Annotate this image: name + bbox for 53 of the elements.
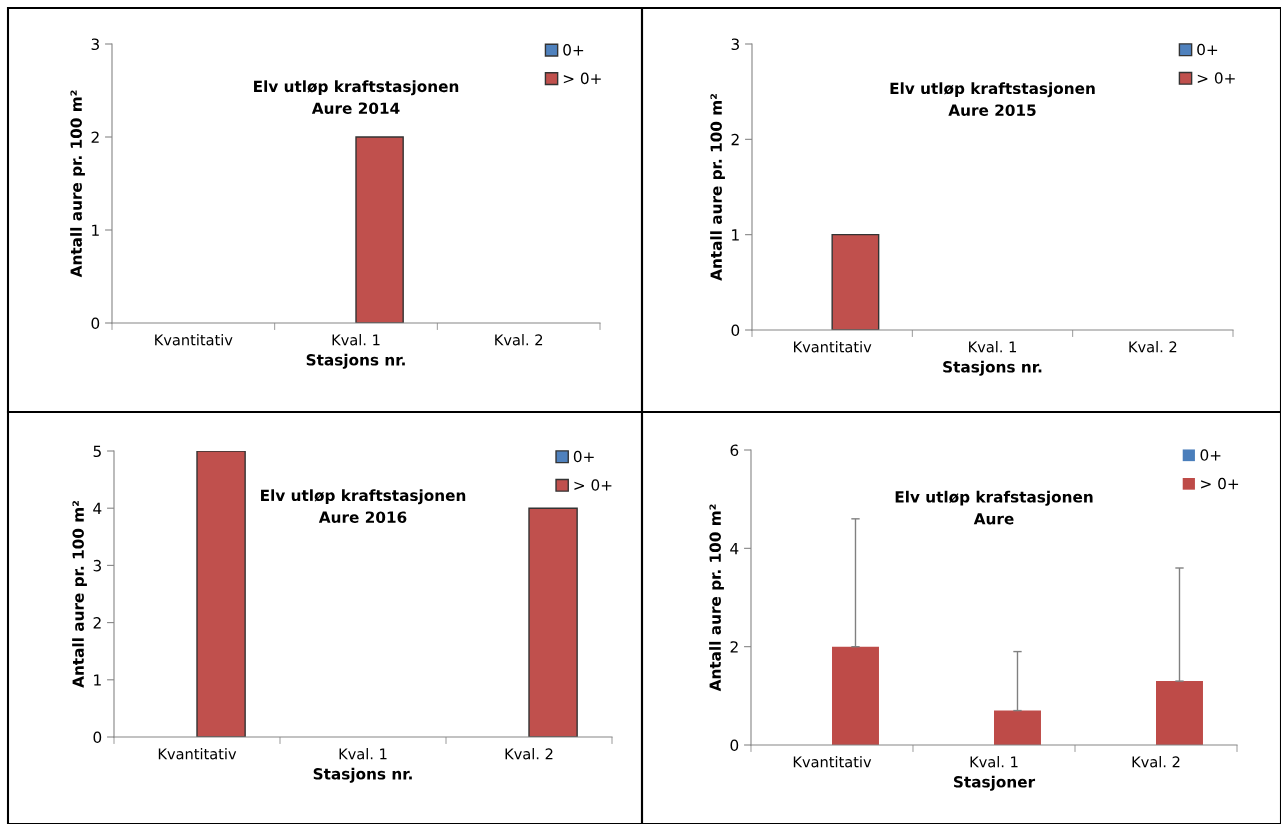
x-axis-title: Stasjons nr. (306, 353, 405, 369)
y-axis-title: Antall aure pr. 100 m² (70, 90, 85, 278)
x-tick-label: Kval. 2 (1132, 756, 1180, 768)
x-tick-label: Kval. 2 (495, 334, 543, 346)
bar (1156, 681, 1203, 745)
text: Elv utløp kraftstasjonen Aure 2014 (254, 80, 459, 114)
x-axis-title: Stasjons nr. (313, 767, 412, 783)
x-tick-label: Kval. 2 (505, 748, 553, 760)
y-tick-label: 0 (731, 324, 740, 337)
x-tick-label: Kvantitativ (794, 341, 872, 353)
y-tick-label: 2 (91, 131, 99, 143)
legend-label: > 0+ (574, 479, 612, 491)
y-tick-label: 2 (730, 641, 738, 653)
y-tick-label: 0 (91, 317, 100, 330)
x-tick-label: Kvantitativ (155, 334, 233, 346)
y-tick-label: 0 (730, 739, 739, 752)
y-tick-label: 3 (93, 559, 101, 572)
bar (994, 710, 1041, 745)
x-tick-label: Kval. 1 (970, 756, 1018, 768)
y-tick-label: 5 (93, 445, 101, 458)
y-tick-label: 3 (731, 38, 739, 51)
y-tick-label: 0 (93, 731, 102, 744)
y-axis-title: Antall aure pr. 100 m² (709, 504, 724, 692)
y-axis-title: Antall aure pr. 100 m² (710, 93, 725, 281)
bar (832, 646, 879, 745)
text: Elv utløp kraftstasjonen Aure 2016 (261, 489, 466, 523)
y-tick-label: 1 (94, 674, 101, 686)
x-tick-label: Kval. 2 (1129, 341, 1177, 353)
y-tick-label: 6 (730, 444, 739, 457)
y-tick-label: 2 (93, 617, 101, 629)
x-axis-title: Stasjoner (953, 775, 1036, 791)
legend-label: > 0+ (1197, 72, 1235, 84)
legend-label: 0+ (573, 450, 594, 463)
y-tick-label: 3 (91, 38, 99, 51)
legend-label: 0+ (1200, 449, 1221, 461)
y-tick-label: 1 (732, 229, 739, 241)
x-tick-label: Kval. 1 (969, 341, 1017, 353)
x-axis-title: Stasjons nr. (943, 360, 1042, 376)
y-tick-label: 4 (93, 502, 102, 514)
legend-label: > 0+ (1201, 477, 1239, 490)
x-tick-label: Kval. 1 (332, 334, 380, 346)
x-tick-label: Kval. 1 (339, 748, 387, 760)
y-axis-title: Antall aure pr. 100 m² (72, 500, 87, 688)
text: Elv utløp kraftstasjonen Aure 2015 (890, 82, 1095, 116)
text: Elv utløp krafstasjonen Aure (895, 490, 1093, 525)
y-tick-label: 4 (730, 543, 739, 555)
legend-label: > 0+ (563, 72, 601, 85)
x-tick-label: Kvantitativ (158, 748, 237, 760)
y-tick-label: 1 (92, 224, 99, 236)
y-tick-label: 2 (731, 133, 739, 146)
legend-label: 0+ (1197, 43, 1218, 56)
legend-label: 0+ (563, 44, 584, 56)
x-tick-label: Kvantitativ (793, 756, 872, 768)
